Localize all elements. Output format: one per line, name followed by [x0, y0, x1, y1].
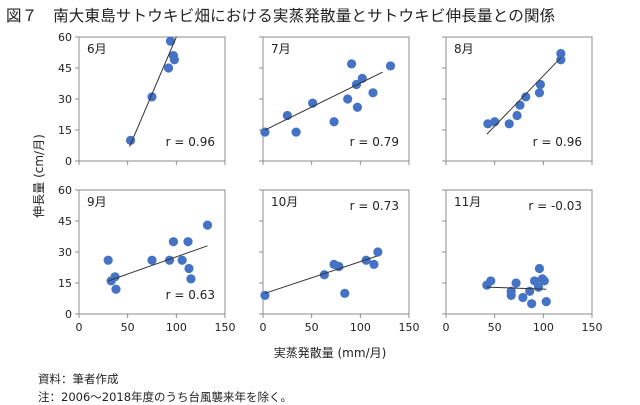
x-tick-label: 0: [76, 321, 83, 334]
panel-3: 8月 r = 0.96: [442, 36, 593, 165]
data-point: [518, 292, 528, 303]
data-point: [506, 290, 516, 300]
trend-line: [486, 286, 547, 290]
data-point: [184, 263, 194, 274]
y-tick-label: 30: [58, 93, 72, 106]
x-tick-label: 0: [260, 321, 267, 334]
data-point: [357, 73, 367, 83]
x-tick-label: 100: [533, 321, 554, 334]
panel-4: 0 15 30 45 60 0 50 100 150 9月 r = 0.63: [58, 184, 236, 334]
x-tick-label: 150: [399, 321, 420, 334]
figure-title: 図７ 南大東島サトウキビ畑における実蒸発散量とサトウキビ伸長量との関係: [6, 7, 556, 25]
data-point: [260, 290, 270, 300]
data-point: [334, 261, 344, 272]
y-tick-label: 60: [58, 184, 72, 197]
correlation-label: r = 0.79: [350, 135, 399, 149]
y-tick-label: 45: [58, 215, 72, 228]
data-point: [490, 117, 500, 127]
y-axis-label: 伸長量 (cm/月): [32, 134, 46, 218]
panel-label: 8月: [454, 42, 474, 56]
correlation-label: r = 0.63: [166, 288, 215, 302]
data-point: [163, 63, 174, 73]
data-point: [147, 255, 157, 265]
data-point: [165, 36, 176, 46]
data-point: [511, 278, 521, 288]
x-axis-label: 実蒸発散量 (mm/月): [274, 345, 387, 360]
data-point: [373, 247, 383, 257]
data-point: [527, 299, 537, 309]
correlation-label: r = 0.73: [350, 199, 399, 213]
data-point: [535, 79, 546, 90]
y-tick-label: 15: [58, 277, 72, 290]
source-note: 資料：筆者作成: [38, 372, 119, 386]
data-point: [504, 119, 514, 129]
correlation-label: r = 0.96: [166, 135, 215, 149]
data-point: [169, 55, 179, 65]
panel-label: 11月: [454, 195, 481, 209]
x-tick-label: 100: [166, 321, 187, 334]
data-point: [329, 117, 339, 127]
y-tick-label: 60: [58, 31, 72, 44]
data-point: [556, 55, 566, 65]
panel-1: 0 15 30 45 60 6月 r = 0.96: [58, 31, 226, 168]
data-point: [534, 88, 545, 98]
data-point: [512, 110, 522, 121]
y-tick-label: 45: [58, 62, 72, 75]
trend-line: [486, 57, 562, 135]
data-point: [291, 127, 301, 137]
data-point: [385, 61, 396, 71]
panel-label: 10月: [271, 195, 298, 209]
panel-label: 9月: [87, 195, 107, 209]
panel-5: 0 50 100 150 10月 r = 0.73: [259, 189, 420, 334]
data-point: [343, 94, 353, 104]
panel-label: 7月: [271, 42, 291, 56]
data-point: [368, 88, 378, 98]
trend-line: [108, 245, 208, 282]
data-point: [346, 59, 357, 69]
data-point: [183, 237, 193, 247]
data-point: [202, 220, 213, 230]
y-tick-label: 30: [58, 246, 72, 259]
panel-label: 6月: [87, 42, 107, 56]
data-point: [168, 237, 179, 247]
data-point: [352, 102, 363, 112]
data-point: [260, 127, 270, 137]
x-tick-label: 50: [305, 321, 319, 334]
data-point: [486, 276, 496, 286]
y-tick-label: 15: [58, 124, 72, 137]
footnote: 注：2006～2018年度のうち台風襲来年を除く。: [38, 390, 293, 404]
trend-line: [129, 36, 177, 147]
data-point: [515, 100, 525, 110]
panel-2: 7月 r = 0.79: [259, 36, 410, 165]
data-point: [361, 255, 371, 265]
data-point: [521, 92, 531, 102]
x-tick-label: 150: [215, 321, 236, 334]
trend-line: [264, 71, 383, 131]
x-tick-label: 100: [350, 321, 371, 334]
data-point: [534, 263, 545, 274]
data-point: [369, 259, 379, 269]
y-tick-label: 0: [65, 308, 72, 321]
data-point: [186, 274, 196, 284]
x-tick-label: 150: [582, 321, 603, 334]
correlation-label: r = 0.96: [533, 135, 582, 149]
x-tick-label: 0: [443, 321, 450, 334]
data-point: [539, 276, 549, 286]
data-point: [340, 288, 350, 298]
data-point: [103, 255, 113, 265]
x-tick-label: 50: [488, 321, 502, 334]
trend-line: [264, 255, 378, 294]
data-point: [111, 284, 121, 294]
data-point: [177, 255, 187, 265]
y-tick-label: 0: [65, 155, 72, 168]
data-point: [541, 297, 551, 307]
x-tick-label: 50: [121, 321, 135, 334]
panel-6: 0 50 100 150 11月 r = -0.03: [442, 189, 603, 334]
correlation-label: r = -0.03: [528, 199, 582, 213]
